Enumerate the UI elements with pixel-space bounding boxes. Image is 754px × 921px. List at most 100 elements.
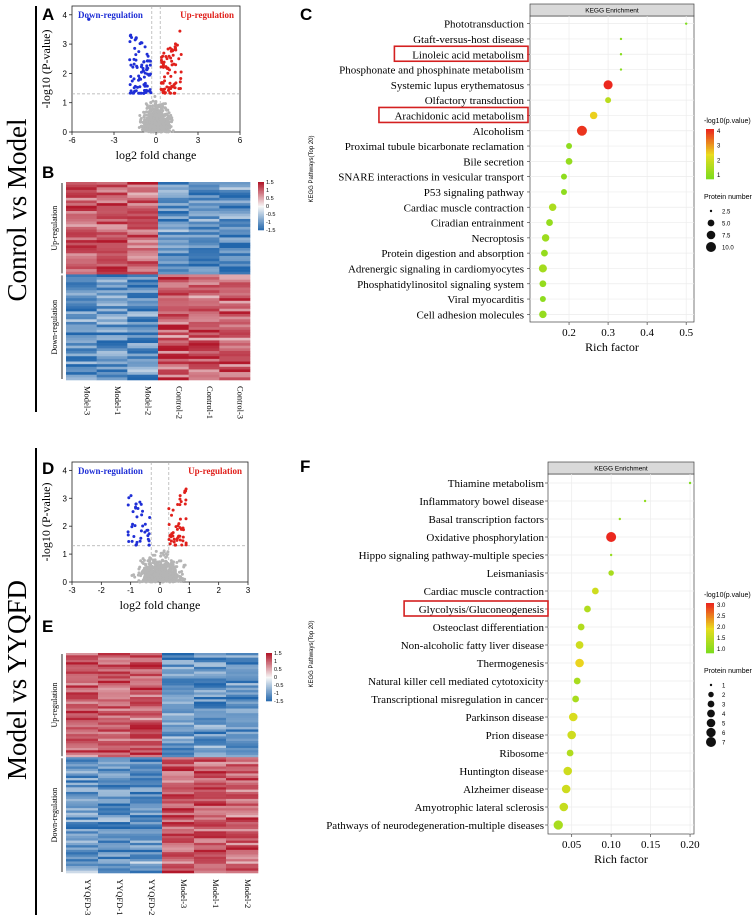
heatmap-cell — [127, 258, 159, 262]
heatmap-cell — [66, 314, 97, 317]
heatmap-cell — [98, 794, 131, 797]
colorbar-segment — [266, 665, 272, 667]
heatmap-cell — [130, 826, 163, 830]
heatmap-cell — [66, 261, 97, 265]
heatmap-cell — [66, 335, 97, 339]
heatmap-cell — [66, 258, 97, 262]
heatmap-cell — [66, 271, 97, 275]
heatmap-cell — [130, 729, 163, 733]
data-point-down — [132, 535, 136, 539]
pathway-label: Basal transcription factors — [429, 514, 544, 526]
data-point-up — [160, 80, 164, 84]
heatmap-cell — [96, 232, 128, 236]
pathway-label: Proximal tubule bicarbonate reclamation — [345, 141, 525, 153]
heatmap-cell — [130, 868, 163, 871]
heatmap-cell — [194, 863, 227, 867]
heatmap-cell — [219, 303, 251, 307]
heatmap-cell — [219, 366, 251, 370]
heatmap-cell — [130, 664, 163, 668]
data-point-ns — [151, 104, 155, 108]
y-tick-label: 4 — [63, 11, 68, 20]
heatmap-cell — [188, 316, 220, 320]
heatmap-cell — [162, 683, 195, 686]
heatmap-cell — [127, 292, 159, 296]
heatmap-cell — [66, 803, 99, 807]
heatmap-cell — [194, 824, 227, 827]
heatmap-cell — [219, 242, 251, 246]
y-axis-label: KEGG Pathways(Top 20) — [309, 620, 315, 687]
data-point-up — [179, 500, 183, 504]
heatmap-cell — [66, 819, 99, 823]
heatmap-cell — [130, 720, 163, 723]
heatmap-cell — [98, 683, 131, 686]
heatmap-cell — [130, 703, 163, 707]
heatmap-cell — [219, 348, 251, 352]
colorbar-segment — [266, 674, 272, 677]
colorbar-segment — [266, 685, 272, 687]
heatmap-cell — [158, 255, 189, 259]
color-legend-segment — [706, 608, 714, 610]
data-point-ns — [155, 116, 159, 120]
color-legend-segment — [706, 159, 714, 161]
pathway-label: Adrenergic signaling in cardiomyocytes — [348, 263, 524, 275]
data-point-ns — [142, 127, 146, 131]
y-tick-label: 2 — [63, 69, 68, 78]
color-legend-segment — [706, 634, 714, 637]
column-label: Model-3 — [179, 879, 189, 908]
data-point-ns — [150, 566, 154, 570]
heatmap-cell — [66, 694, 99, 698]
heatmap-cell — [66, 316, 97, 320]
color-legend-segment — [706, 139, 714, 141]
color-legend-segment — [706, 619, 714, 622]
heatmap-cell — [162, 831, 195, 834]
bubble — [688, 481, 692, 485]
data-point-down — [147, 59, 151, 63]
heatmap-cell — [188, 311, 220, 315]
heatmap-cell — [194, 701, 227, 705]
color-legend-segment — [706, 603, 714, 605]
colorbar-segment — [266, 672, 272, 674]
data-point-ns — [132, 573, 136, 577]
bubble — [619, 53, 623, 56]
heatmap-cell — [162, 671, 195, 675]
heatmap-cell — [188, 226, 220, 230]
heatmap-cell — [162, 838, 195, 841]
data-point-down — [131, 65, 135, 69]
heatmap-cell — [66, 745, 99, 749]
heatmap-cell — [219, 211, 251, 214]
heatmap-cell — [66, 854, 99, 858]
heatmap-cell — [188, 271, 220, 275]
heatmap-cell — [66, 205, 97, 209]
heatmap-cell — [98, 854, 131, 858]
colorbar-segment — [258, 200, 264, 202]
heatmap-cell — [158, 321, 189, 325]
colorbar-segment — [258, 206, 264, 208]
data-point-down — [128, 83, 132, 87]
heatmap-cell — [127, 274, 159, 278]
heatmap-cell — [162, 789, 195, 793]
y-axis-label: KEGG Pathways(Top 20) — [309, 135, 315, 202]
data-point-ns — [143, 129, 147, 133]
heatmap-cell — [158, 329, 189, 333]
heatmap-cell — [162, 782, 195, 786]
bubble — [619, 37, 623, 41]
heatmap-cell — [98, 713, 131, 716]
heatmap-cell — [226, 859, 259, 862]
heatmap-cell — [66, 791, 99, 795]
heatmap-cell — [96, 248, 128, 251]
data-point-down — [139, 529, 143, 533]
heatmap-cell — [127, 372, 159, 376]
heatmap-cell — [66, 840, 99, 844]
heatmap-cell — [98, 803, 131, 807]
heatmap-cell — [194, 866, 227, 869]
heatmap-cell — [194, 736, 227, 739]
pathway-label: Alcoholism — [473, 126, 525, 138]
heatmap-cell — [66, 327, 97, 331]
heatmap-cell — [188, 242, 220, 246]
heatmap-cell — [162, 722, 195, 726]
heatmap-cell — [127, 224, 159, 228]
data-point-outlier — [87, 17, 91, 21]
colorbar-segment — [266, 692, 272, 695]
heatmap-cell — [226, 666, 259, 670]
